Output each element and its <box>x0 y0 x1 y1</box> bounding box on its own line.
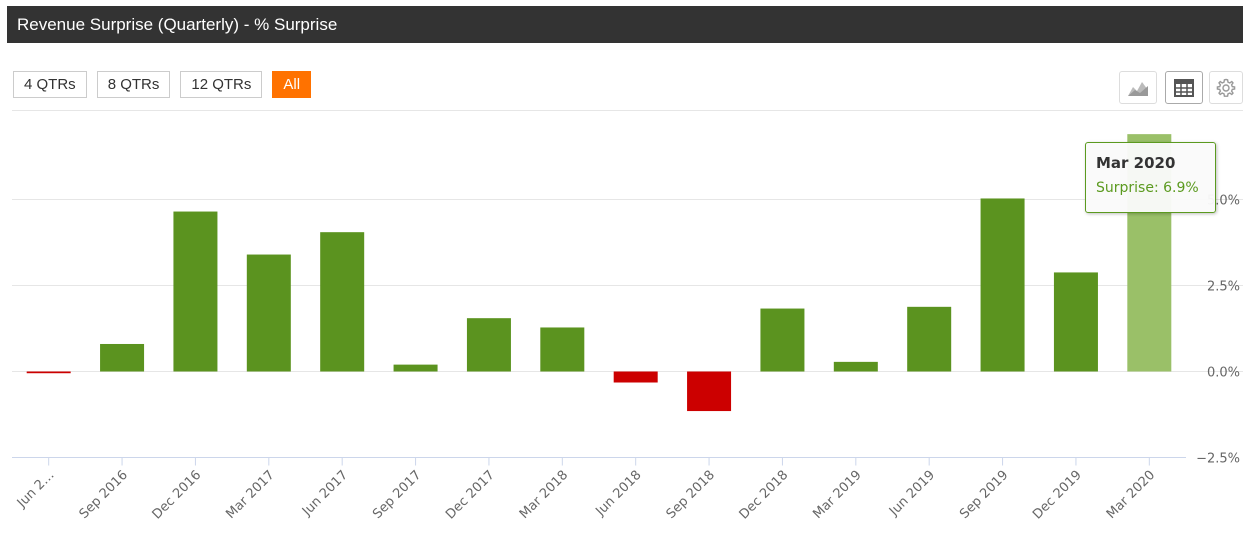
table-view-button[interactable] <box>1165 71 1203 104</box>
y-tick-label: −2.5% <box>1196 452 1240 467</box>
x-tick-label: Sep 2018 <box>664 468 718 522</box>
x-tick-label: Jun 2019 <box>886 468 938 520</box>
bar <box>466 318 511 372</box>
x-tick-label: Dec 2017 <box>443 468 498 523</box>
bar <box>980 198 1025 372</box>
x-tick-label: Jun 2… <box>14 468 58 512</box>
gear-icon <box>1216 78 1236 97</box>
range-8-qtrs-button[interactable]: 8 QTRs <box>96 71 171 98</box>
bar <box>907 306 952 372</box>
x-tick-label: Jun 2018 <box>593 468 645 520</box>
tooltip-title: Mar 2020 <box>1096 154 1176 172</box>
x-tick-label: Dec 2019 <box>1030 468 1085 523</box>
range-button-group: 4 QTRs 8 QTRs 12 QTRs All <box>13 71 321 98</box>
bar <box>393 364 438 372</box>
bar <box>320 232 365 372</box>
chart-title: Revenue Surprise (Quarterly) - % Surpris… <box>17 15 338 34</box>
x-tick-label: Jun 2017 <box>299 468 351 520</box>
bar <box>833 361 878 372</box>
x-tick-label: Mar 2019 <box>810 468 864 522</box>
range-all-button[interactable]: All <box>272 71 312 98</box>
bar <box>26 371 71 374</box>
area-chart-icon <box>1128 81 1148 96</box>
bar <box>246 254 291 372</box>
x-tick-label: Sep 2017 <box>370 468 424 522</box>
x-tick-label: Mar 2018 <box>517 468 571 522</box>
bar <box>1053 272 1098 372</box>
range-4-qtrs-button[interactable]: 4 QTRs <box>13 71 87 98</box>
x-tick-label: Dec 2016 <box>150 468 205 523</box>
x-tick-label: Sep 2016 <box>77 468 131 522</box>
tooltip-value-label: Surprise <box>1096 180 1154 196</box>
chart-tooltip: Mar 2020 Surprise: 6.9% <box>1085 142 1216 213</box>
y-tick-label: 2.5% <box>1207 280 1240 295</box>
y-tick-label: 0.0% <box>1207 366 1240 381</box>
x-tick-label: Dec 2018 <box>737 468 792 523</box>
bar <box>100 343 145 372</box>
x-tick-label: Mar 2020 <box>1104 468 1158 522</box>
chart-header: Revenue Surprise (Quarterly) - % Surpris… <box>7 6 1243 43</box>
table-icon <box>1174 78 1194 97</box>
bar <box>173 211 218 372</box>
bar <box>613 371 658 383</box>
area-chart-button[interactable] <box>1119 71 1157 104</box>
range-12-qtrs-button[interactable]: 12 QTRs <box>180 71 263 98</box>
bar <box>760 308 805 372</box>
settings-button[interactable] <box>1209 71 1243 104</box>
tooltip-value-number: 6.9% <box>1163 180 1199 196</box>
bar <box>540 327 585 372</box>
tooltip-value: Surprise: 6.9% <box>1096 180 1199 196</box>
x-tick-label: Sep 2019 <box>957 468 1011 522</box>
bar <box>687 371 732 412</box>
x-tick-label: Mar 2017 <box>223 468 277 522</box>
